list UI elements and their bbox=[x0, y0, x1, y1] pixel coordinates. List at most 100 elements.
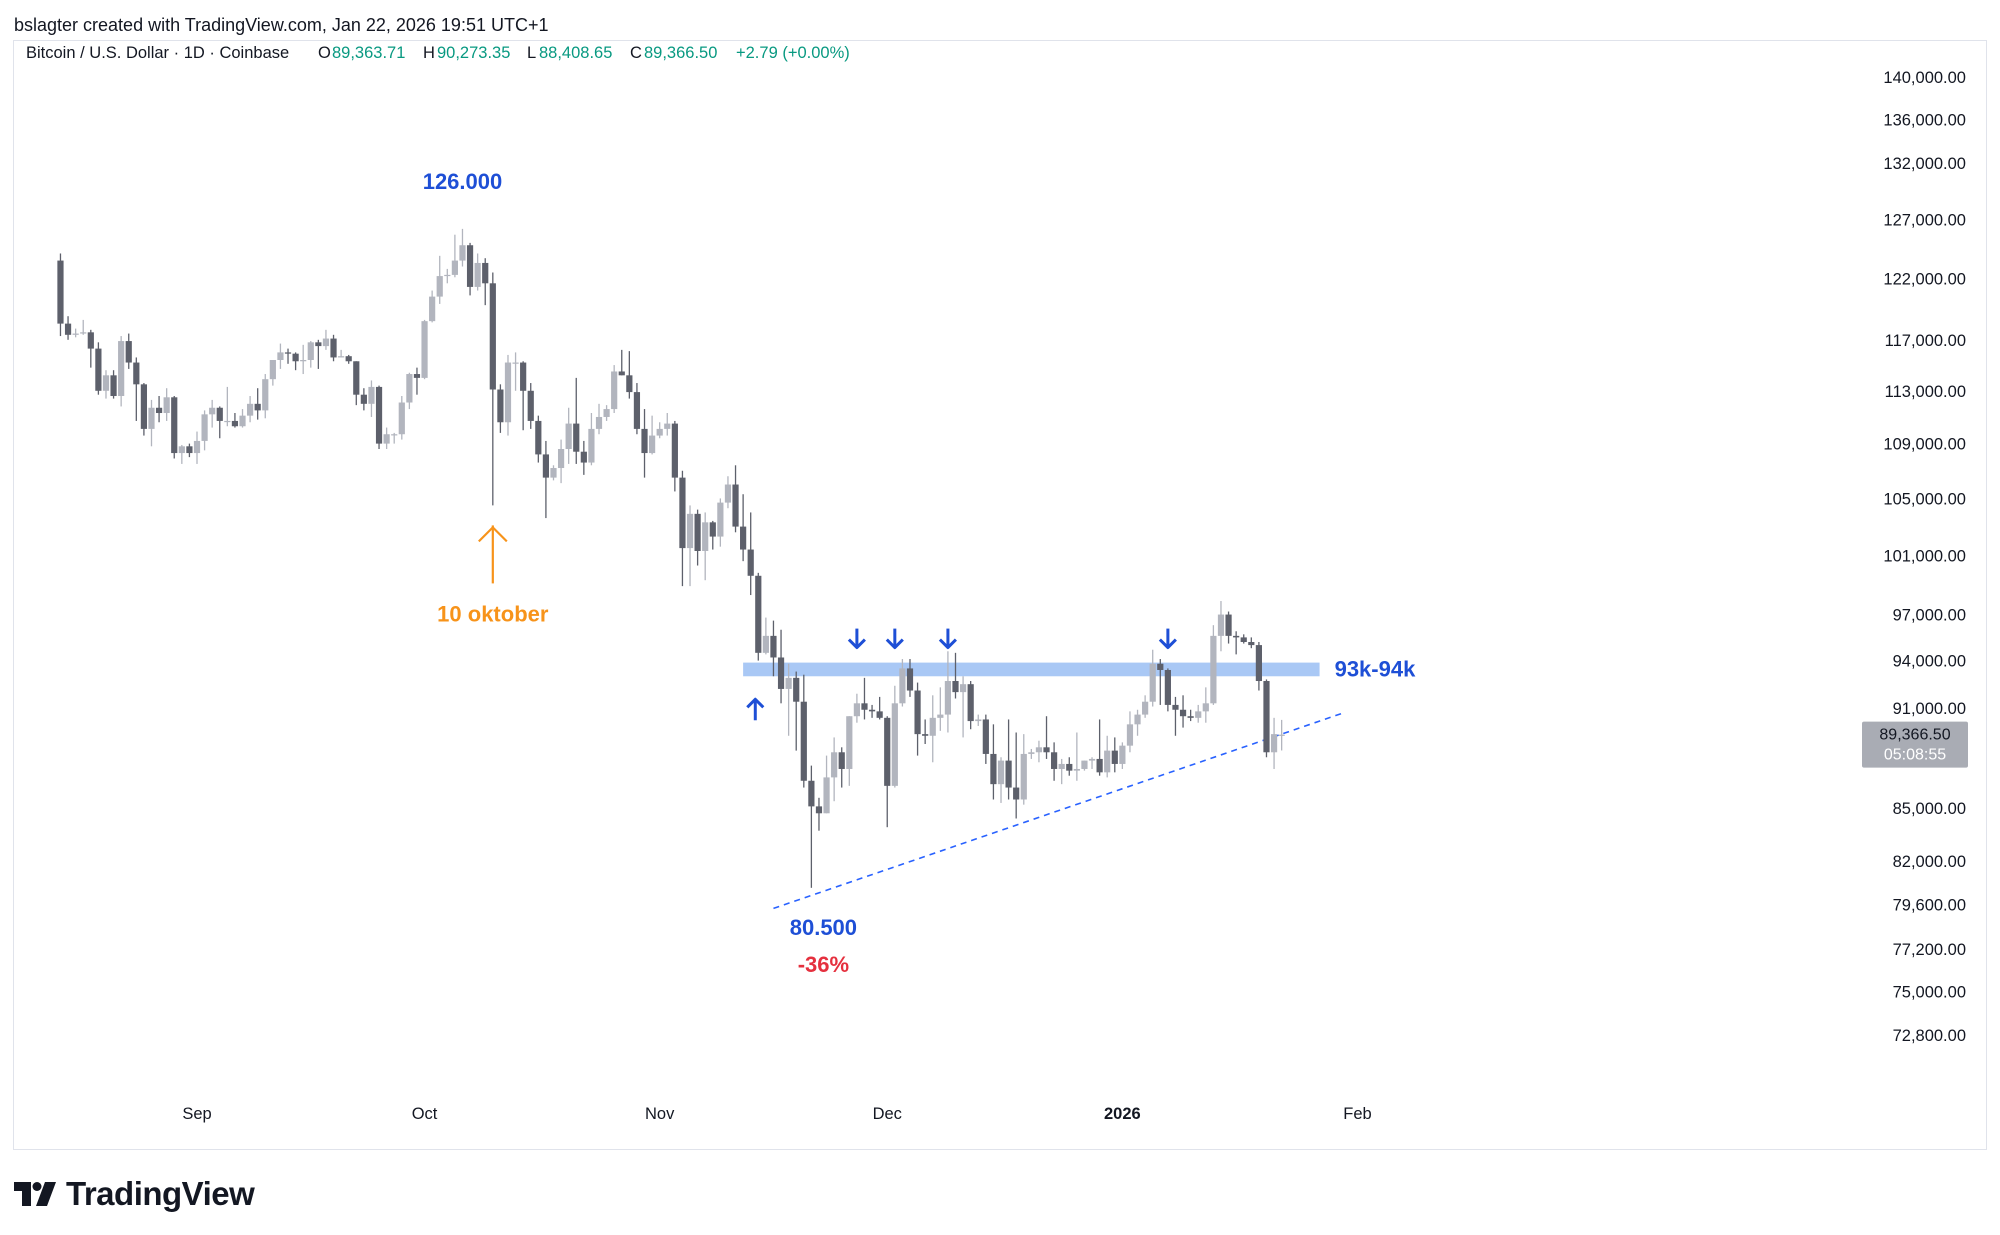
candle[interactable] bbox=[846, 716, 853, 786]
candle[interactable] bbox=[777, 629, 785, 704]
candle[interactable] bbox=[391, 432, 398, 444]
candle[interactable] bbox=[398, 395, 405, 440]
candle[interactable] bbox=[224, 386, 231, 427]
candle[interactable] bbox=[876, 696, 883, 720]
candle[interactable] bbox=[1104, 735, 1111, 778]
candle[interactable] bbox=[345, 354, 352, 364]
candle[interactable] bbox=[1225, 611, 1232, 644]
candle[interactable] bbox=[307, 341, 314, 368]
candle[interactable] bbox=[1119, 742, 1126, 769]
candle[interactable] bbox=[72, 328, 79, 338]
candle[interactable] bbox=[1202, 687, 1209, 723]
candle[interactable] bbox=[512, 352, 519, 391]
candle[interactable] bbox=[1233, 631, 1240, 655]
candle[interactable] bbox=[944, 651, 952, 733]
candle[interactable] bbox=[702, 512, 709, 581]
candle[interactable] bbox=[603, 405, 610, 421]
candle[interactable] bbox=[656, 422, 663, 439]
candle[interactable] bbox=[1051, 742, 1058, 781]
candle[interactable] bbox=[649, 415, 656, 455]
candle[interactable] bbox=[1187, 709, 1194, 722]
candle[interactable] bbox=[284, 348, 292, 364]
candle[interactable] bbox=[459, 228, 466, 267]
candle[interactable] bbox=[133, 357, 140, 421]
candle[interactable] bbox=[1081, 760, 1088, 771]
candle[interactable] bbox=[368, 380, 375, 417]
candle[interactable] bbox=[193, 431, 201, 464]
candle[interactable] bbox=[1255, 642, 1262, 691]
candle[interactable] bbox=[853, 693, 860, 723]
candle[interactable] bbox=[595, 403, 603, 435]
candle[interactable] bbox=[785, 663, 792, 736]
candle[interactable] bbox=[580, 440, 587, 475]
candle[interactable] bbox=[1270, 717, 1278, 769]
candle[interactable] bbox=[929, 695, 936, 763]
candle[interactable] bbox=[557, 439, 565, 484]
candle[interactable] bbox=[906, 659, 914, 697]
candle[interactable] bbox=[1088, 757, 1096, 769]
candle[interactable] bbox=[95, 342, 102, 395]
candle[interactable] bbox=[338, 349, 345, 358]
candle[interactable] bbox=[353, 361, 360, 406]
candle[interactable] bbox=[641, 409, 648, 478]
candle[interactable] bbox=[861, 677, 868, 720]
candle[interactable] bbox=[1096, 719, 1103, 776]
candle[interactable] bbox=[633, 383, 641, 435]
candle[interactable] bbox=[254, 388, 261, 420]
candle[interactable] bbox=[277, 343, 284, 369]
candle[interactable] bbox=[1066, 757, 1073, 776]
candle[interactable] bbox=[975, 714, 982, 726]
candle[interactable] bbox=[952, 652, 959, 699]
candle[interactable] bbox=[823, 755, 830, 814]
candle[interactable] bbox=[436, 255, 443, 304]
candle[interactable] bbox=[201, 410, 208, 451]
candle[interactable] bbox=[982, 714, 989, 764]
candle[interactable] bbox=[588, 413, 595, 466]
candle[interactable] bbox=[815, 797, 823, 831]
candle[interactable] bbox=[300, 344, 307, 375]
candle[interactable] bbox=[1005, 719, 1012, 800]
candle[interactable] bbox=[550, 465, 557, 481]
candle[interactable] bbox=[732, 465, 739, 533]
candle[interactable] bbox=[64, 316, 72, 340]
candle[interactable] bbox=[899, 659, 906, 707]
candle[interactable] bbox=[315, 339, 322, 369]
candle[interactable] bbox=[178, 444, 185, 464]
candle[interactable] bbox=[1172, 696, 1179, 736]
candle[interactable] bbox=[209, 399, 216, 428]
candle[interactable] bbox=[709, 520, 716, 550]
candle[interactable] bbox=[884, 716, 891, 828]
candle[interactable] bbox=[535, 415, 542, 463]
candle[interactable] bbox=[322, 329, 330, 350]
candle[interactable] bbox=[868, 704, 876, 718]
candle[interactable] bbox=[747, 512, 754, 596]
resistance-zone-band[interactable] bbox=[743, 662, 1320, 677]
candle[interactable] bbox=[717, 498, 724, 547]
candle[interactable] bbox=[292, 352, 299, 371]
candle[interactable] bbox=[186, 443, 193, 458]
candle[interactable] bbox=[565, 407, 572, 464]
candle[interactable] bbox=[937, 687, 944, 731]
candle[interactable] bbox=[1263, 679, 1270, 758]
candle[interactable] bbox=[444, 268, 451, 284]
candle[interactable] bbox=[466, 242, 474, 296]
candle[interactable] bbox=[504, 354, 512, 436]
candle[interactable] bbox=[838, 747, 845, 788]
candle[interactable] bbox=[1142, 695, 1149, 718]
candle[interactable] bbox=[1028, 748, 1035, 759]
candle[interactable] bbox=[1248, 637, 1255, 649]
candle[interactable] bbox=[618, 349, 625, 376]
candle[interactable] bbox=[724, 476, 732, 509]
time-axis[interactable]: Sep Oct Nov Dec 2026 Feb bbox=[182, 1105, 1371, 1123]
candle[interactable] bbox=[1043, 716, 1050, 759]
candle[interactable] bbox=[990, 724, 997, 800]
candle[interactable] bbox=[694, 509, 701, 566]
candle[interactable] bbox=[80, 319, 87, 335]
candle[interactable] bbox=[1058, 758, 1065, 785]
candle[interactable] bbox=[482, 258, 489, 306]
candle[interactable] bbox=[1149, 649, 1156, 707]
candle[interactable] bbox=[110, 370, 117, 399]
candle[interactable] bbox=[57, 253, 64, 337]
candle[interactable] bbox=[1195, 704, 1202, 723]
candle[interactable] bbox=[891, 685, 898, 788]
